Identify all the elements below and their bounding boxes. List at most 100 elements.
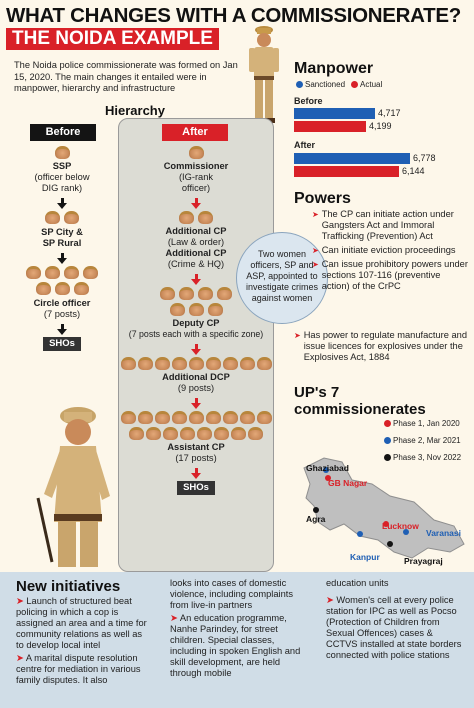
- bar-before-sanctioned: [294, 108, 375, 119]
- legend-phase-2: Phase 2, Mar 2021: [384, 435, 461, 446]
- ghaziabad-dot-icon: [323, 467, 329, 473]
- circle-officer-note: (7 posts): [43, 309, 81, 319]
- manpower-title: Manpower: [294, 60, 374, 77]
- commissioner-label: Commissioner: [163, 161, 229, 171]
- officer-head-icon: [222, 411, 238, 424]
- sp-rural-label: SP Rural: [42, 238, 82, 248]
- officer-head-icon: [198, 287, 213, 300]
- deputy-cp-label: Deputy CP: [172, 318, 220, 328]
- bullet-arrow-icon: ➤: [312, 260, 319, 269]
- up-map: [303, 457, 465, 559]
- assistant-cp-label: Assistant CP: [167, 442, 225, 452]
- down-arrow-icon: [191, 274, 201, 285]
- officer-head-icon: [256, 411, 272, 424]
- down-arrow-icon: [191, 398, 201, 409]
- officer-head-icon: [214, 427, 229, 440]
- additional-cp-label-1: Additional CP: [165, 226, 227, 236]
- gb-nagar-dot-icon: [325, 475, 331, 481]
- officer-head-icon: [35, 282, 51, 295]
- additional-dcp-label: Additional DCP: [162, 372, 230, 382]
- down-arrow-icon: [191, 468, 201, 479]
- officer-head-icon: [222, 357, 238, 370]
- officer-head-icon: [198, 211, 213, 224]
- officer-head-icon: [231, 427, 246, 440]
- officer-head-icon: [64, 266, 79, 279]
- legend-sanctioned: Sanctioned: [296, 80, 345, 89]
- officer-head-icon: [146, 427, 161, 440]
- bullet-arrow-icon: ➤: [294, 331, 301, 340]
- officer-head-icon: [179, 287, 194, 300]
- powers-item: ➤ Has power to regulate manufacture and i…: [294, 330, 468, 362]
- officer-head-icon: [129, 427, 144, 440]
- powers-title: Powers: [294, 190, 351, 207]
- officer-head-icon: [256, 357, 272, 370]
- officer-head-icon: [197, 427, 212, 440]
- powers-item: ➤ The CP can initiate action under Gangst…: [312, 209, 454, 241]
- value-after-sanctioned: 6,778: [413, 153, 436, 163]
- bullet-arrow-icon: ➤: [16, 596, 27, 606]
- officer-head-icon: [163, 427, 178, 440]
- officer-head-icon: [154, 411, 170, 424]
- kanpur-dot-icon: [357, 531, 363, 537]
- initiative-item: ➤ An education programme, Nanhe Parindey…: [170, 613, 301, 678]
- officer-head-icon: [217, 287, 232, 300]
- bullet-arrow-icon: ➤: [312, 246, 319, 255]
- officer-head-icon: [188, 357, 204, 370]
- officer-head-icon: [205, 357, 221, 370]
- officer-head-icon: [239, 411, 255, 424]
- powers-list-extended: ➤ Has power to regulate manufacture and i…: [294, 330, 470, 363]
- after-tag: After: [162, 124, 228, 141]
- down-arrow-icon: [191, 198, 201, 209]
- bullet-arrow-icon: ➤: [170, 613, 180, 623]
- value-before-actual: 4,199: [369, 121, 392, 131]
- commissionerates-title: UP's 7 commissionerates: [294, 384, 426, 418]
- officer-head-icon: [45, 266, 60, 279]
- officer-head-icon: [188, 303, 204, 316]
- city-kanpur: Kanpur: [350, 552, 380, 562]
- powers-item: ➤ Can issue prohibitory powers under sect…: [312, 259, 468, 291]
- officer-head-icon: [180, 427, 195, 440]
- officer-head-icon: [179, 211, 194, 224]
- hierarchy-title: Hierarchy: [105, 103, 165, 118]
- page-title: WHAT CHANGES WITH A COMMISSIONERATE?: [6, 4, 461, 27]
- officer-head-icon: [171, 411, 187, 424]
- bullet-arrow-icon: ➤: [16, 653, 26, 663]
- initiative-item: ➤ Women's cell at every police station f…: [326, 595, 462, 660]
- officer-head-icon: [137, 357, 153, 370]
- officer-head-icon: [137, 411, 153, 424]
- down-arrow-icon: [191, 344, 201, 355]
- officer-head-icon: [188, 411, 204, 424]
- officer-head-icon: [188, 146, 204, 159]
- additional-dcp-note: (9 posts): [177, 383, 215, 393]
- officer-head-icon: [54, 146, 70, 159]
- powers-list: ➤ The CP can initiate action under Gangst…: [312, 209, 470, 292]
- women-officers-bubble: Two women officers, SP and ASP, appointe…: [236, 232, 328, 324]
- bullet-arrow-icon: ➤: [326, 595, 337, 605]
- page-subtitle: THE NOIDA EXAMPLE: [6, 28, 219, 50]
- down-arrow-icon: [57, 253, 67, 264]
- city-lucknow: Lucknow: [382, 521, 419, 531]
- agra-dot-icon: [313, 507, 319, 513]
- before-column: SSP (officer below DIG rank) SP City & S…: [12, 146, 112, 351]
- manpower-legend: Sanctioned Actual: [296, 80, 382, 89]
- additional-cp-note-1: (Law & order): [167, 237, 225, 247]
- officer-head-icon: [54, 282, 70, 295]
- commissioner-note: (IG-rank officer): [178, 172, 214, 193]
- before-shos-label: SHOs: [43, 337, 81, 351]
- actual-dot-icon: [351, 81, 359, 88]
- city-varanasi: Varanasi: [426, 528, 461, 538]
- initiative-continued: education units: [326, 578, 389, 588]
- bar-before-actual: [294, 121, 366, 132]
- initiatives-col-1: ➤ Launch of structured beat policing in …: [16, 596, 148, 686]
- officer-head-icon: [160, 287, 175, 300]
- manpower-after-label: After: [294, 140, 316, 150]
- bullet-arrow-icon: ➤: [312, 210, 319, 219]
- city-agra: Agra: [306, 514, 326, 524]
- ssp-label: SSP: [52, 161, 72, 171]
- prayagraj-dot-icon: [387, 541, 393, 547]
- sanctioned-dot-icon: [296, 81, 303, 88]
- additional-cp-label-2: Additional CP: [165, 248, 227, 258]
- bar-after-actual: [294, 166, 399, 177]
- initiative-item: ➤ Launch of structured beat policing in …: [16, 596, 147, 650]
- phase-3-dot-icon: [384, 454, 391, 461]
